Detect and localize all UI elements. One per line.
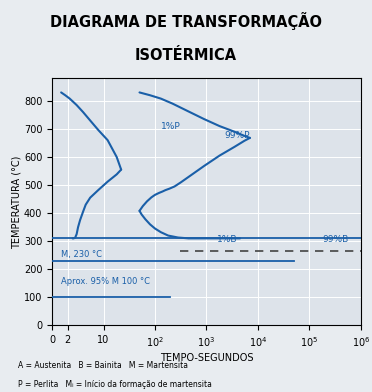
Text: ISOTÉRMICA: ISOTÉRMICA <box>135 47 237 63</box>
Text: DIAGRAMA DE TRANSFORMAÇÃO: DIAGRAMA DE TRANSFORMAÇÃO <box>50 12 322 30</box>
Text: 99%P: 99%P <box>224 131 250 140</box>
Text: 1%P: 1%P <box>161 122 181 131</box>
Text: M, 230 °C: M, 230 °C <box>61 250 102 260</box>
Y-axis label: TEMPERATURA (°C): TEMPERATURA (°C) <box>11 155 21 249</box>
X-axis label: TEMPO-SEGUNDOS: TEMPO-SEGUNDOS <box>160 353 253 363</box>
Text: A = Austenita   B = Bainita   M = Martensita: A = Austenita B = Bainita M = Martensita <box>18 361 188 370</box>
Text: Aprox. 95% M 100 °C: Aprox. 95% M 100 °C <box>61 277 150 286</box>
Text: P = Perlita   Mᵢ = Início da formação de martensita: P = Perlita Mᵢ = Início da formação de m… <box>18 380 212 389</box>
Text: 1%B: 1%B <box>217 235 237 244</box>
Text: 99%B: 99%B <box>323 235 349 244</box>
